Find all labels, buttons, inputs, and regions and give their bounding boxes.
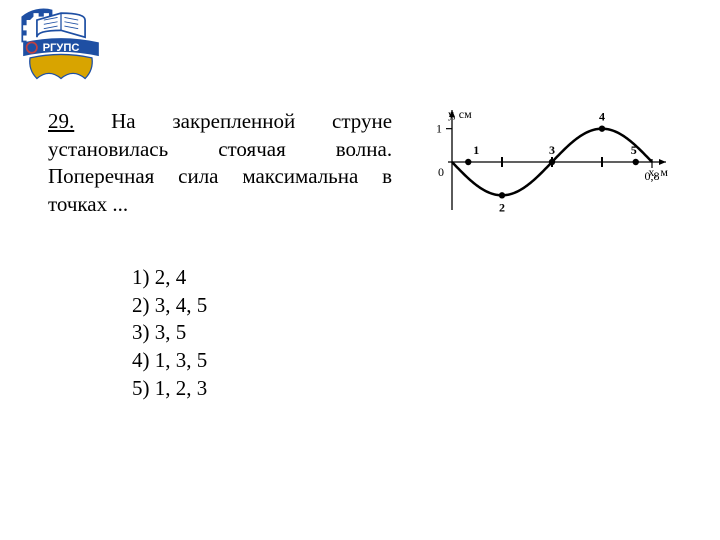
- answer-option: 3) 3, 5: [132, 319, 680, 347]
- question-text: 29. На закрепленной струне установилась …: [48, 108, 392, 219]
- svg-text:у, см: у, см: [448, 107, 472, 121]
- svg-text:1: 1: [436, 122, 442, 136]
- answer-option: 2) 3, 4, 5: [132, 292, 680, 320]
- svg-text:5: 5: [631, 143, 637, 157]
- answer-option: 1) 2, 4: [132, 264, 680, 292]
- svg-text:1: 1: [473, 143, 479, 157]
- answer-list: 1) 2, 42) 3, 4, 53) 3, 54) 1, 3, 55) 1, …: [132, 264, 680, 403]
- logo-text: РГУПС: [43, 42, 80, 54]
- svg-text:4: 4: [599, 110, 605, 124]
- answer-option: 5) 1, 2, 3: [132, 375, 680, 403]
- question-body: На закрепленной струне установилась стоя…: [48, 109, 392, 216]
- question-number: 29.: [48, 109, 74, 133]
- svg-text:0,8: 0,8: [645, 169, 660, 183]
- svg-text:0: 0: [438, 165, 444, 179]
- svg-text:2: 2: [499, 200, 505, 214]
- standing-wave-chart: 10у, смх, м0,812345: [416, 104, 680, 224]
- university-logo: РГУПС: [18, 8, 104, 94]
- svg-text:3: 3: [549, 143, 555, 157]
- answer-option: 4) 1, 3, 5: [132, 347, 680, 375]
